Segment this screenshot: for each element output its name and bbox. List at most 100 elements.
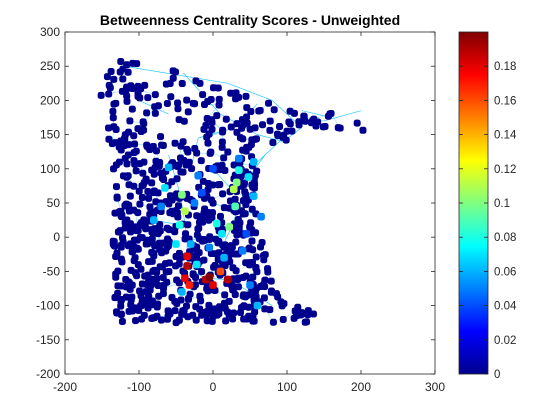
network-node: [266, 306, 274, 314]
network-node: [211, 250, 219, 258]
network-node: [200, 256, 208, 264]
network-node: [154, 102, 162, 110]
colorbar-tick-label: 0.1: [494, 198, 510, 210]
network-node: [131, 140, 139, 148]
network-node-highlight: [220, 253, 228, 262]
network-node: [130, 157, 138, 165]
network-node: [117, 207, 125, 215]
network-node: [184, 221, 192, 229]
network-node-highlight: [198, 188, 206, 197]
network-node: [240, 302, 248, 310]
network-node: [140, 219, 148, 227]
colorbar-ticks: 0 0.02 0.04 0.06 0.08 0.1 0.12 0.14 0.16 0.18: [459, 61, 517, 381]
network-node: [216, 212, 224, 220]
network-node: [174, 105, 182, 113]
network-node: [256, 107, 264, 115]
network-node: [148, 143, 156, 151]
network-node-highlight: [205, 273, 214, 281]
network-node-highlight: [224, 275, 232, 284]
network-node: [136, 160, 144, 168]
network-node: [110, 238, 118, 246]
network-node: [265, 99, 273, 107]
network-node: [257, 243, 265, 251]
network-node: [267, 277, 275, 285]
network-node: [251, 124, 259, 132]
network-node: [226, 197, 234, 205]
network-node: [116, 68, 124, 76]
network-node: [178, 310, 186, 318]
network-node: [159, 274, 167, 282]
network-node: [252, 253, 260, 261]
network-node: [220, 154, 228, 162]
network-node: [123, 92, 131, 100]
network-node: [124, 68, 132, 76]
network-node: [301, 318, 309, 326]
network-node: [227, 89, 235, 97]
network-node: [151, 91, 159, 99]
network-node-highlight: [218, 229, 226, 238]
network-node: [202, 121, 210, 129]
network-node: [243, 113, 251, 121]
network-node: [122, 86, 130, 94]
y-tick-label: 300: [40, 25, 60, 39]
x-tick-label: 0: [210, 380, 217, 394]
network-node: [286, 120, 294, 128]
network-node: [130, 132, 138, 140]
network-node-highlight: [178, 288, 186, 296]
network-node: [149, 189, 157, 197]
network-node: [143, 109, 151, 117]
network-node-highlight: [178, 190, 186, 199]
network-node: [290, 109, 298, 117]
network-node: [156, 263, 164, 271]
network-node: [227, 242, 235, 250]
network-node: [158, 174, 166, 182]
network-node: [252, 263, 260, 271]
network-node: [205, 235, 213, 243]
network-node: [178, 80, 186, 88]
network-node: [109, 107, 117, 115]
x-tick-label: 300: [425, 380, 445, 394]
network-node: [163, 99, 171, 107]
network-node: [204, 186, 212, 194]
network-node: [112, 126, 120, 134]
network-node: [126, 117, 134, 125]
network-node: [128, 307, 136, 315]
network-node: [105, 124, 113, 132]
network-node: [112, 253, 120, 261]
network-node: [229, 283, 237, 291]
network-node: [219, 241, 227, 249]
colorbar-tick-label: 0.04: [494, 301, 517, 313]
network-node-highlight: [229, 185, 238, 194]
network-node: [193, 149, 201, 157]
network-node: [260, 294, 268, 302]
y-tick-label: 250: [40, 59, 60, 73]
network-node: [118, 318, 126, 326]
network-node: [195, 235, 203, 243]
network-node: [242, 272, 250, 280]
y-tick-label: 50: [47, 196, 61, 210]
network-node: [221, 262, 229, 270]
colorbar-tick-label: 0.06: [494, 266, 516, 278]
network-node: [207, 148, 215, 156]
network-node: [129, 247, 137, 255]
network-node: [121, 135, 129, 143]
network-node: [179, 168, 187, 176]
network-node: [230, 161, 238, 169]
network-node: [117, 282, 125, 290]
network-node: [136, 94, 144, 102]
network-node-highlight: [181, 207, 189, 216]
network-node: [279, 316, 287, 324]
network-node: [291, 307, 299, 315]
network-node: [119, 75, 127, 83]
network-node: [336, 124, 344, 132]
network-node: [137, 128, 145, 136]
network-node: [213, 311, 221, 319]
network-node: [251, 308, 259, 316]
network-node: [126, 285, 134, 293]
network-node: [198, 268, 206, 276]
network-node: [242, 292, 250, 300]
network-node: [164, 242, 172, 250]
network-node: [204, 287, 212, 295]
colorbar-tick-label: 0.12: [494, 164, 516, 176]
network-node: [280, 300, 288, 308]
